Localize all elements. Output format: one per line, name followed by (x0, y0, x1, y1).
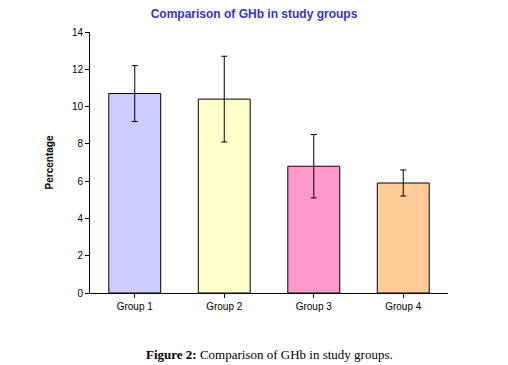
svg-text:6: 6 (77, 176, 83, 187)
svg-text:8: 8 (77, 138, 83, 149)
svg-text:2: 2 (77, 250, 83, 261)
svg-text:Group 4: Group 4 (385, 301, 422, 312)
svg-text:14: 14 (72, 27, 84, 38)
svg-text:Figure 2: Comparison of GHb in: Figure 2: Comparison of GHb in study gro… (146, 347, 393, 362)
svg-text:Percentage: Percentage (44, 135, 55, 189)
svg-text:Group 3: Group 3 (296, 301, 333, 312)
svg-text:12: 12 (72, 64, 84, 75)
svg-text:10: 10 (72, 101, 84, 112)
svg-text:Comparison of GHb in study gro: Comparison of GHb in study groups (151, 7, 358, 21)
svg-text:0: 0 (77, 288, 83, 299)
svg-text:Group 1: Group 1 (117, 301, 154, 312)
svg-text:Group 2: Group 2 (206, 301, 243, 312)
svg-text:4: 4 (77, 213, 83, 224)
